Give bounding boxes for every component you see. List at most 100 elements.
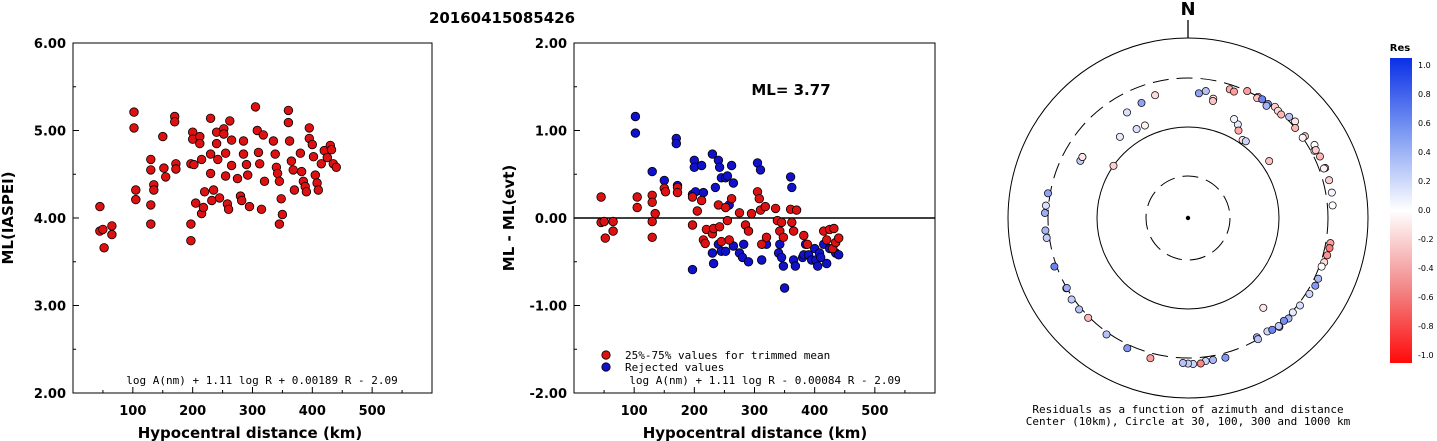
figure-title: 20160415085426 [429, 9, 575, 27]
rejected-point [708, 258, 719, 269]
trimmed-mean-point [632, 202, 642, 213]
station-residual-point [1319, 164, 1328, 173]
station-residual-point [1115, 132, 1124, 141]
station-residual-point [1078, 153, 1087, 161]
data-point [131, 194, 141, 205]
data-point [241, 159, 252, 170]
trimmed-mean-point [761, 232, 772, 243]
station-residual-point [1084, 313, 1093, 322]
station-residual-point [1288, 308, 1297, 317]
station-residual-point [1258, 95, 1267, 104]
data-point [258, 130, 269, 140]
station-residual-point [1265, 157, 1274, 166]
data-point [196, 154, 207, 165]
trimmed-mean-point [672, 187, 683, 198]
colorbar-tick-label: 1.0 [1418, 61, 1431, 70]
data-point [186, 235, 196, 246]
y-axis-label: ML(IASPEI) [0, 171, 17, 264]
colorbar-tick-label: 0.0 [1418, 206, 1431, 215]
station-residual-point [1067, 295, 1076, 304]
station-residual-point [1291, 124, 1300, 132]
rejected-point [671, 138, 682, 149]
trimmed-mean-point [722, 215, 733, 226]
data-point [283, 117, 294, 128]
trimmed-mean-point [787, 217, 797, 228]
trimmed-mean-point [776, 217, 787, 228]
rejected-point [720, 246, 731, 257]
station-residual-point [1241, 137, 1250, 146]
trimmed-mean-point [700, 238, 710, 249]
rejected-point [722, 171, 733, 181]
data-point [129, 107, 139, 117]
station-residual-point [1305, 289, 1314, 298]
station-residual-point [1316, 152, 1324, 161]
trimmed-mean-point [802, 239, 813, 250]
trimmed-mean-point [791, 205, 802, 215]
station-residual-point [1325, 176, 1334, 185]
data-point [205, 168, 216, 179]
rejected-point [776, 252, 787, 263]
data-point [284, 136, 295, 146]
rejected-point [647, 166, 657, 177]
trimmed-mean-point [608, 226, 618, 236]
data-point [283, 105, 294, 116]
legend-marker-rejected [601, 362, 611, 372]
data-point [326, 144, 337, 155]
station-residual-point [1194, 89, 1203, 98]
colorbar-tick-label: 0.8 [1418, 90, 1431, 99]
data-point [186, 219, 196, 229]
trimmed-mean-point [778, 232, 789, 243]
rejected-point [757, 255, 767, 265]
x-tick-label: 200 [681, 404, 708, 419]
data-point [211, 138, 222, 149]
rejected-point [630, 128, 641, 138]
y-tick-label: 2.00 [535, 37, 567, 52]
rejected-point [710, 182, 721, 193]
data-point [190, 198, 201, 208]
trimmed-mean-point [650, 208, 660, 219]
data-point [146, 154, 156, 165]
rejected-point [739, 239, 749, 250]
station-residual-point [1102, 330, 1111, 339]
caption-line-1: Residuals as a function of azimuth and d… [1032, 403, 1343, 416]
data-point [95, 201, 105, 212]
data-point [274, 219, 285, 229]
station-residual-point [1254, 335, 1262, 344]
rejected-point [816, 252, 826, 263]
trimmed-mean-point [829, 223, 839, 234]
data-point [296, 166, 307, 177]
station-residual-point [1296, 301, 1304, 310]
station-residual-point [1041, 226, 1050, 235]
y-axis-label: ML - ML(evt) [500, 165, 518, 271]
trimmed-mean-point [687, 220, 698, 230]
data-point [307, 139, 318, 150]
station-residual-point [1151, 91, 1160, 100]
station-residual-point [1243, 87, 1252, 96]
station-residual-point [1274, 322, 1283, 331]
colorbar-tick-labels: 1.0 0.8 0.6 0.4 0.2 0.0 -0.2 -0.4 -0.6 -0.8 -1.0 [1418, 61, 1434, 360]
colorbar-tick-label: 0.2 [1418, 177, 1431, 186]
station-residual-point [1196, 359, 1205, 368]
trimmed-mean-point [692, 206, 703, 216]
trimmed-mean-point [608, 216, 618, 227]
station-residual-point [1062, 284, 1071, 292]
rejected-point [813, 261, 823, 271]
station-residual-point [1075, 305, 1084, 314]
station-residual-point [1323, 251, 1332, 260]
formula: log A(nm) + 1.11 log R - 0.00084 R - 2.0… [629, 374, 901, 387]
y-tick-label: 1.00 [535, 125, 567, 140]
station-residual-point [1311, 281, 1320, 290]
station-points [1040, 85, 1337, 368]
station-residual-point [1314, 274, 1323, 283]
colorbar-title: Res [1390, 43, 1410, 54]
data-point [313, 185, 324, 195]
data-point [129, 123, 139, 133]
trimmed-mean-point [600, 233, 611, 243]
station-residual-point [1285, 112, 1294, 121]
rejected-point [630, 111, 641, 122]
data-point [270, 149, 280, 159]
data-point [255, 159, 265, 169]
x-axis-label: Hypocentral distance (km) [138, 424, 363, 441]
x-tick-label: 200 [179, 404, 206, 419]
